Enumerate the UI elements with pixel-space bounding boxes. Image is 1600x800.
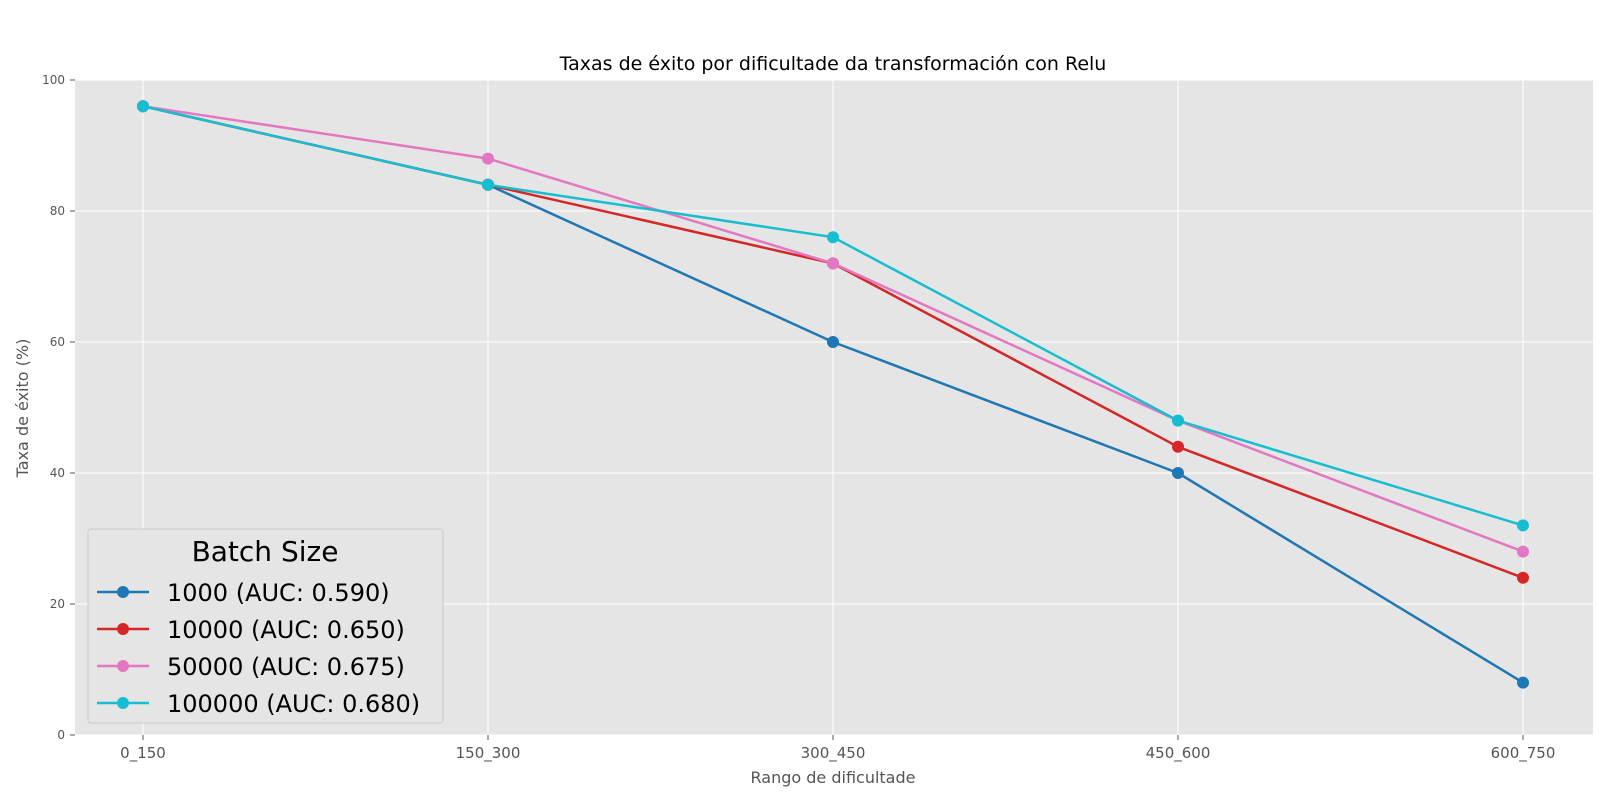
x-tick-label: 0_150 [120,744,166,763]
data-point [1517,571,1529,584]
x-tick-label: 450_600 [1146,744,1211,763]
x-tick-label: 300_450 [801,744,866,763]
data-point [827,257,839,270]
data-point [137,100,149,113]
legend: Batch Size 1000 (AUC: 0.590) 10000 (AUC: … [87,528,444,724]
y-tick-label: 20 [50,597,65,611]
legend-entry: 50000 (AUC: 0.675) [97,653,405,681]
data-point [1517,545,1529,558]
data-point [482,178,494,191]
y-tick-label: 80 [50,204,65,218]
legend-marker [117,697,129,709]
data-point [1172,414,1184,427]
legend-label: 10000 (AUC: 0.650) [167,616,405,644]
y-tick-label: 60 [50,335,65,349]
legend-entry: 1000 (AUC: 0.590) [97,579,390,607]
x-tick-label: 600_750 [1491,744,1556,763]
y-tick-label: 40 [50,466,65,480]
x-axis-label: Rango de dificultade [751,768,916,787]
legend-title: Batch Size [192,535,339,568]
y-axis: 0 20 40 60 80 100 [42,73,75,742]
legend-label: 100000 (AUC: 0.680) [167,690,420,718]
data-point [1517,519,1529,532]
legend-label: 50000 (AUC: 0.675) [167,653,405,681]
y-tick-label: 0 [57,728,65,742]
data-point [827,231,839,244]
legend-marker [117,660,129,672]
legend-entries: 1000 (AUC: 0.590) 10000 (AUC: 0.650) 50000… [97,579,420,718]
data-point [1517,676,1529,689]
legend-marker [117,586,129,598]
series-layer [137,100,1529,689]
y-axis-label: Taxa de éxito (%) [13,339,32,479]
legend-entry: 10000 (AUC: 0.650) [97,616,405,644]
x-axis: 0_150 150_300 300_450 450_600 600_750 [120,735,1555,763]
x-tick-label: 150_300 [456,744,521,763]
legend-box [87,528,444,724]
data-point [1172,467,1184,479]
y-tick-label: 100 [42,73,65,87]
series-4 [137,100,1529,532]
legend-entry: 100000 (AUC: 0.680) [97,690,420,718]
chart-title: Taxas de éxito por dificultade da transf… [559,53,1107,75]
legend-marker [117,623,129,635]
data-point [827,336,839,348]
legend-label: 1000 (AUC: 0.590) [167,579,390,607]
data-point [1172,440,1184,453]
data-point [482,152,494,165]
